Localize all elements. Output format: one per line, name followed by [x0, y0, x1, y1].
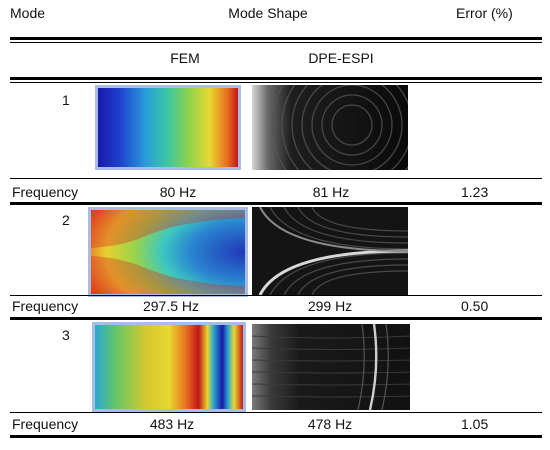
espi-frequency: 478 Hz [307, 416, 353, 432]
mode-number: 2 [62, 212, 70, 228]
subheader-rule [10, 77, 542, 80]
row-rule [10, 295, 542, 296]
frequency-label: Frequency [12, 298, 79, 314]
header-mode-shape: Mode Shape [228, 5, 308, 21]
error-value: 0.50 [461, 298, 489, 314]
fem-frequency: 483 Hz [149, 416, 195, 432]
fem-mode-shape-image [95, 85, 241, 170]
row-rule [10, 178, 542, 179]
subheader-espi: DPE-ESPI [308, 50, 374, 66]
subheader-fem: FEM [170, 50, 200, 66]
mode-number: 1 [62, 92, 70, 108]
header-mode: Mode [10, 5, 46, 21]
fem-mode-shape-image [88, 207, 248, 297]
row-separator [10, 317, 542, 320]
row-rule [10, 412, 542, 413]
header-error: Error (%) [456, 5, 513, 21]
header-rule-top [10, 37, 542, 40]
fem-frequency: 297.5 Hz [142, 298, 200, 314]
table-bottom-rule [10, 435, 542, 438]
error-value: 1.05 [461, 416, 489, 432]
header-rule-top-thin [10, 42, 542, 43]
frequency-label: Frequency [12, 416, 79, 432]
subheader-rule-thin [10, 82, 542, 83]
error-value: 1.23 [461, 184, 489, 200]
espi-fringe-image [252, 207, 408, 295]
espi-frequency: 81 Hz [312, 184, 350, 200]
frequency-label: Frequency [12, 184, 79, 200]
fem-mode-shape-image [92, 322, 246, 412]
row-separator [10, 202, 542, 205]
espi-fringe-image [252, 324, 410, 410]
mode-number: 3 [62, 327, 70, 343]
espi-frequency: 299 Hz [307, 298, 353, 314]
espi-fringe-image [252, 85, 408, 170]
fem-frequency: 80 Hz [159, 184, 197, 200]
